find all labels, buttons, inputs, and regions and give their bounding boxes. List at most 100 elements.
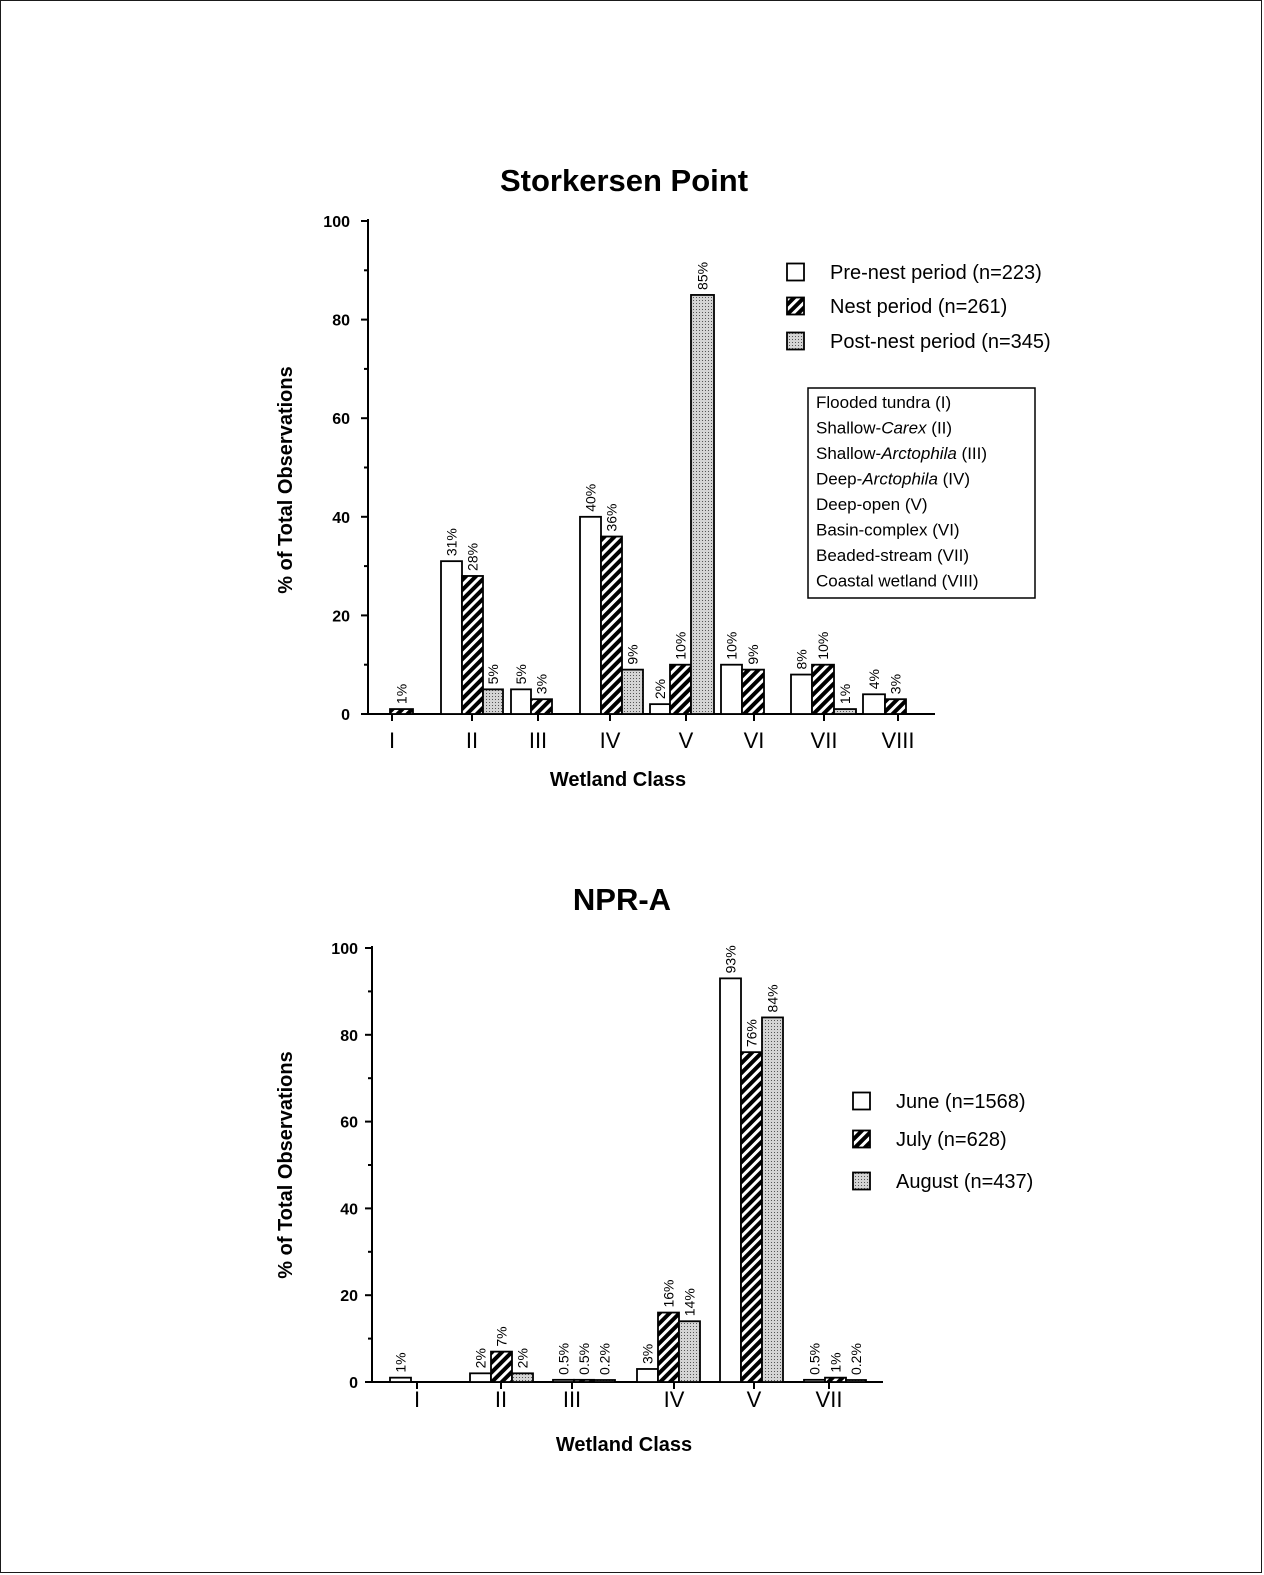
data-label: 31% — [444, 528, 460, 556]
y-tick-label: 40 — [332, 510, 350, 527]
y-tick-label: 80 — [340, 1028, 358, 1045]
bar — [510, 688, 532, 715]
legend-swatch — [786, 296, 805, 316]
bar — [636, 1368, 659, 1383]
key-line: Deep-open (V) — [816, 495, 928, 514]
data-label: 1% — [837, 684, 853, 704]
data-label: 9% — [745, 644, 761, 664]
legend-label: Post-nest period (n=345) — [830, 331, 1051, 353]
legend-swatch — [852, 1129, 871, 1149]
data-label: 0.5% — [807, 1343, 823, 1375]
wetland-class-key: Flooded tundra (I)Shallow-Carex (II)Shal… — [807, 387, 1036, 599]
legend-swatch — [786, 331, 805, 351]
category-label: VIII — [881, 728, 914, 753]
category-label: V — [747, 1387, 762, 1412]
bar — [862, 693, 886, 715]
data-label: 0.5% — [576, 1343, 592, 1375]
data-label: 7% — [494, 1326, 510, 1346]
bar — [740, 1051, 763, 1383]
key-line-text: Coastal wetland (VIII) — [816, 572, 979, 591]
data-label: 2% — [652, 679, 668, 699]
category-label: I — [414, 1387, 420, 1412]
data-label: 10% — [673, 632, 689, 660]
chart-storkersen: Storkersen Point % of Total Observations… — [275, 163, 1051, 791]
category-label: VI — [744, 728, 765, 753]
y-tick-label: 0 — [341, 707, 350, 724]
key-line-text: Shallow- — [816, 444, 881, 463]
bar — [482, 688, 504, 715]
y-tick-label: 60 — [332, 411, 350, 428]
data-label: 93% — [723, 945, 739, 973]
y-axis-label: % of Total Observations — [275, 1051, 297, 1278]
data-label: 1% — [393, 1352, 409, 1372]
bar — [845, 1379, 867, 1383]
y-axis-label: % of Total Observations — [275, 366, 297, 593]
bar — [741, 668, 765, 715]
data-label: 28% — [465, 543, 481, 571]
bar — [469, 1372, 492, 1383]
bar — [649, 703, 671, 715]
key-line-text: Beaded-stream (VII) — [816, 546, 969, 565]
data-label: 5% — [485, 664, 501, 684]
data-label: 0.2% — [597, 1343, 613, 1375]
legend-label: Nest period (n=261) — [830, 296, 1007, 318]
bar — [579, 515, 602, 715]
key-line-text: Deep-open (V) — [816, 495, 928, 514]
data-label: 10% — [815, 632, 831, 660]
data-label: 3% — [640, 1344, 656, 1364]
key-line-suffix: (III) — [957, 444, 987, 463]
data-label: 14% — [682, 1288, 698, 1316]
data-label: 10% — [724, 632, 740, 660]
category-label: II — [495, 1387, 507, 1412]
x-axis-label: Wetland Class — [550, 769, 686, 791]
bar — [461, 575, 484, 715]
legend-label: July (n=628) — [896, 1129, 1007, 1151]
y-tick-label: 60 — [340, 1115, 358, 1132]
y-tick-label: 20 — [332, 608, 350, 625]
legend-swatch — [786, 262, 805, 282]
data-label: 2% — [515, 1348, 531, 1368]
data-label: 1% — [394, 684, 410, 704]
category-label: III — [563, 1387, 581, 1412]
bar — [719, 977, 742, 1383]
y-tick-label: 0 — [349, 1375, 358, 1392]
bar — [511, 1372, 534, 1383]
bar — [678, 1320, 701, 1383]
bar — [884, 698, 907, 715]
y-tick-label: 20 — [340, 1288, 358, 1305]
category-label: II — [466, 728, 478, 753]
bar — [530, 698, 553, 715]
key-line-suffix: (II) — [927, 419, 953, 438]
legend: Pre-nest period (n=223) Nest period (n=26… — [786, 262, 1051, 353]
bar — [720, 663, 743, 715]
category-label: IV — [600, 728, 621, 753]
bar — [811, 663, 835, 715]
data-label: 85% — [695, 262, 711, 290]
data-label: 36% — [604, 503, 620, 531]
bar — [833, 708, 857, 715]
data-label: 3% — [534, 674, 550, 694]
y-tick-labels: 0 20 40 60 80 100 — [323, 214, 350, 724]
bar — [761, 1016, 784, 1383]
data-label: 16% — [661, 1280, 677, 1308]
key-line-italic: Carex — [881, 419, 927, 438]
legend-label: Pre-nest period (n=223) — [830, 262, 1042, 284]
chart-title: NPR-A — [573, 882, 671, 917]
data-label: 84% — [765, 984, 781, 1012]
chart-npra: NPR-A % of Total Observations Wetland Cl… — [275, 882, 1033, 1456]
data-label: 5% — [513, 664, 529, 684]
legend: June (n=1568) July (n=628) August (n=437) — [852, 1091, 1033, 1193]
legend-label: August (n=437) — [896, 1171, 1033, 1193]
bar — [593, 1379, 616, 1383]
bar — [690, 294, 715, 715]
category-label: VII — [811, 728, 838, 753]
data-label: 4% — [866, 669, 882, 689]
bar — [389, 708, 414, 715]
data-label: 9% — [625, 644, 641, 664]
bar — [440, 560, 463, 715]
bar — [600, 535, 623, 715]
bar — [669, 663, 692, 715]
legend-swatch — [852, 1171, 871, 1191]
